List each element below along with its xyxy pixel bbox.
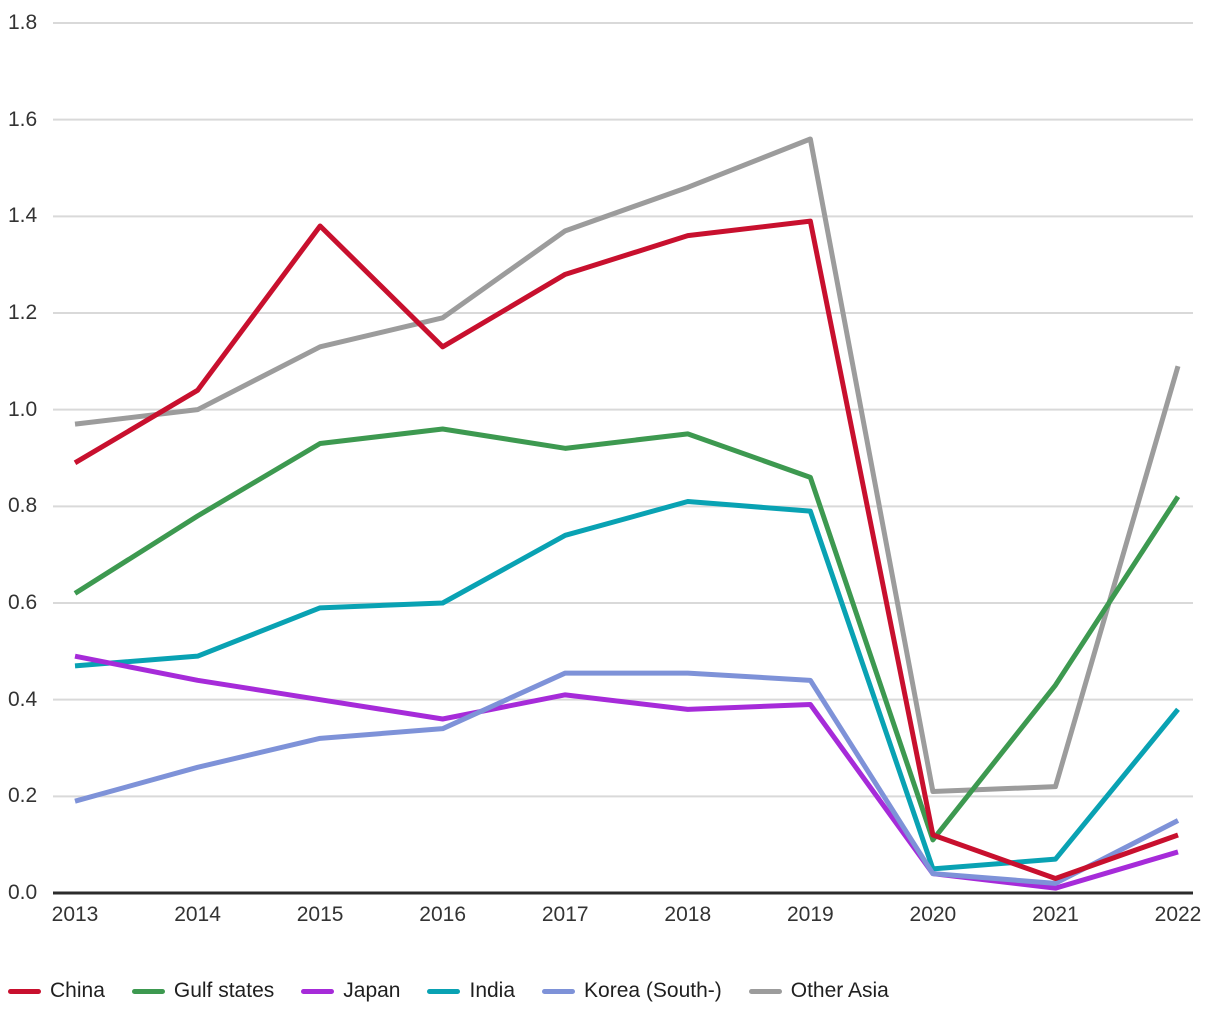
x-tick-label: 2016 bbox=[419, 903, 467, 926]
legend-item-india: India bbox=[427, 979, 515, 1003]
x-tick-label: 2019 bbox=[786, 903, 834, 926]
legend-label-japan: Japan bbox=[343, 979, 401, 1002]
series-line-india bbox=[74, 499, 1180, 872]
x-tick-label: 2017 bbox=[541, 903, 589, 926]
series-line-gulf-states bbox=[73, 426, 1181, 843]
legend-item-gulf-states: Gulf states bbox=[131, 979, 275, 1003]
x-tick-label: 2018 bbox=[664, 903, 712, 926]
legend-label-china: China bbox=[50, 979, 105, 1002]
legend-swatch-gulf-states-icon bbox=[131, 988, 165, 994]
series-line-korea-south bbox=[74, 670, 1180, 886]
series-line-japan bbox=[74, 653, 1179, 891]
x-tick-label: 2022 bbox=[1154, 903, 1202, 926]
y-tick-label: 1.2 bbox=[8, 301, 38, 324]
y-tick-label: 1.8 bbox=[8, 11, 38, 34]
legend-swatch-india-icon bbox=[427, 988, 461, 994]
plot-area bbox=[53, 22, 1193, 895]
legend: China Gulf states Japan India Korea (Sou… bbox=[8, 976, 889, 1006]
y-tick-label: 1.6 bbox=[8, 107, 38, 131]
y-tick-label: 0.0 bbox=[8, 881, 38, 904]
legend-item-china: China bbox=[8, 979, 105, 1003]
y-tick-label: 0.4 bbox=[8, 687, 38, 711]
legend-item-other-asia: Other Asia bbox=[748, 979, 889, 1003]
y-tick-label: 0.8 bbox=[8, 494, 38, 518]
x-tick-label: 2020 bbox=[909, 903, 957, 926]
legend-item-korea-south: Korea (South-) bbox=[542, 979, 722, 1003]
legend-swatch-china-icon bbox=[8, 988, 41, 994]
x-tick-label: 2021 bbox=[1032, 903, 1079, 926]
legend-swatch-japan-icon bbox=[301, 988, 335, 994]
y-tick-label: 0.6 bbox=[8, 591, 38, 614]
legend-item-japan: Japan bbox=[301, 979, 400, 1003]
series-line-other-asia bbox=[74, 136, 1181, 795]
y-tick-label: 1.0 bbox=[8, 397, 38, 421]
y-tick-label: 0.2 bbox=[8, 784, 38, 808]
legend-label-korea-south: Korea (South-) bbox=[584, 979, 722, 1002]
series-line-china bbox=[73, 218, 1179, 881]
x-tick-label: 2014 bbox=[174, 903, 221, 926]
y-tick-label: 1.4 bbox=[8, 204, 38, 228]
legend-swatch-other-asia-icon bbox=[748, 988, 782, 994]
x-tick-label: 2015 bbox=[296, 903, 344, 926]
x-tick-label: 2013 bbox=[51, 903, 99, 926]
legend-label-india: India bbox=[469, 979, 516, 1002]
legend-label-other-asia: Other Asia bbox=[790, 979, 889, 1002]
legend-label-gulf-states: Gulf states bbox=[173, 979, 275, 1002]
legend-swatch-korea-south-icon bbox=[542, 988, 576, 994]
